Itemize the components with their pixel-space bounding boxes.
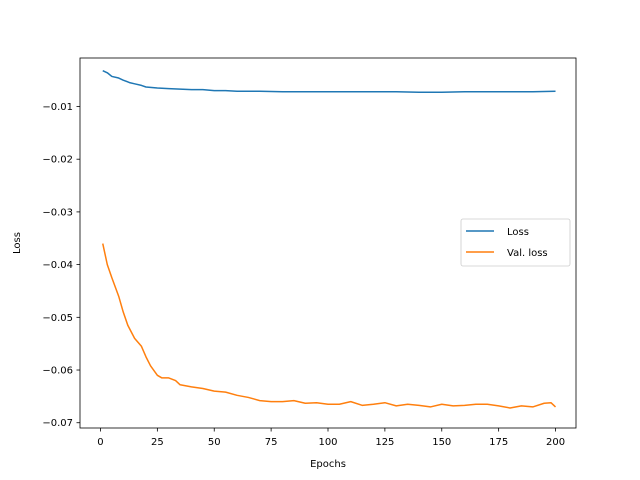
x-tick-label: 150 xyxy=(432,437,451,448)
y-tick-label: −0.06 xyxy=(42,366,73,377)
x-axis-ticks: 0 25 50 75 100 125 150 175 200 xyxy=(97,428,565,448)
x-tick-label: 50 xyxy=(208,437,221,448)
y-tick-label: −0.03 xyxy=(42,207,73,218)
x-tick-label: 200 xyxy=(546,437,565,448)
y-axis-label: Loss xyxy=(12,232,23,254)
series-line-loss xyxy=(102,69,556,94)
x-tick-label: 75 xyxy=(265,437,278,448)
x-tick-label: 0 xyxy=(97,437,103,448)
y-tick-label: −0.01 xyxy=(42,102,73,113)
series-line-val-loss xyxy=(102,243,557,409)
legend-label-val-loss: Val. loss xyxy=(507,248,548,259)
x-tick-label: 25 xyxy=(151,437,164,448)
y-tick-label: −0.07 xyxy=(42,418,73,429)
y-tick-label: −0.05 xyxy=(42,313,73,324)
x-tick-label: 175 xyxy=(489,437,508,448)
y-axis-ticks: −0.01 −0.02 −0.03 −0.04 −0.05 −0.06 −0.07 xyxy=(42,102,80,429)
series-layer xyxy=(102,69,557,409)
legend: Loss Val. loss xyxy=(460,218,571,267)
y-tick-label: −0.04 xyxy=(42,260,73,271)
y-tick-label: −0.02 xyxy=(42,155,73,166)
x-tick-label: 125 xyxy=(375,437,394,448)
legend-label-loss: Loss xyxy=(507,227,529,238)
x-axis-label: Epochs xyxy=(310,459,346,470)
x-tick-label: 100 xyxy=(318,437,337,448)
